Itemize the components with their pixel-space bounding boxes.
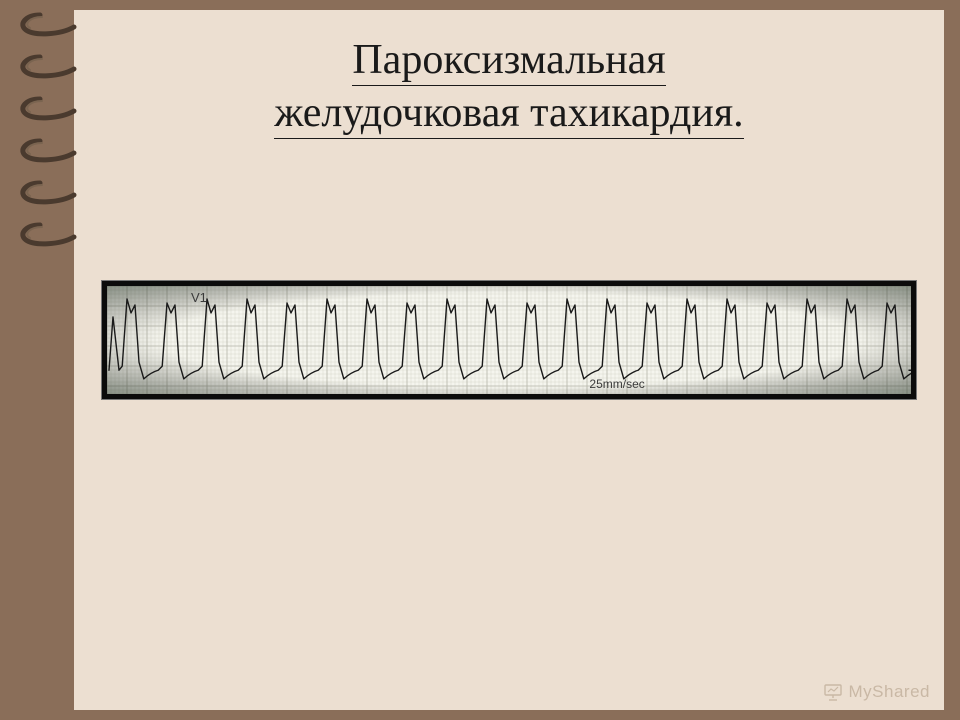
title-line-2: желудочковая тахикардия. (274, 90, 743, 139)
watermark: MyShared (823, 682, 930, 702)
ecg-strip: V1 25mm/sec (107, 286, 911, 394)
title-line-1: Пароксизмальная (352, 37, 665, 86)
watermark-text: MyShared (849, 682, 930, 702)
slide-inner: Пароксизмальная желудочковая тахикардия.… (74, 10, 944, 710)
slide-title: Пароксизмальная желудочковая тахикардия. (74, 34, 944, 139)
svg-text:25mm/sec: 25mm/sec (589, 377, 644, 391)
ecg-strip-frame: V1 25mm/sec (101, 280, 917, 400)
svg-text:V1: V1 (191, 290, 207, 305)
slide-outer: Пароксизмальная желудочковая тахикардия.… (0, 0, 960, 720)
notebook-binding (0, 0, 76, 720)
presentation-icon (823, 683, 843, 701)
